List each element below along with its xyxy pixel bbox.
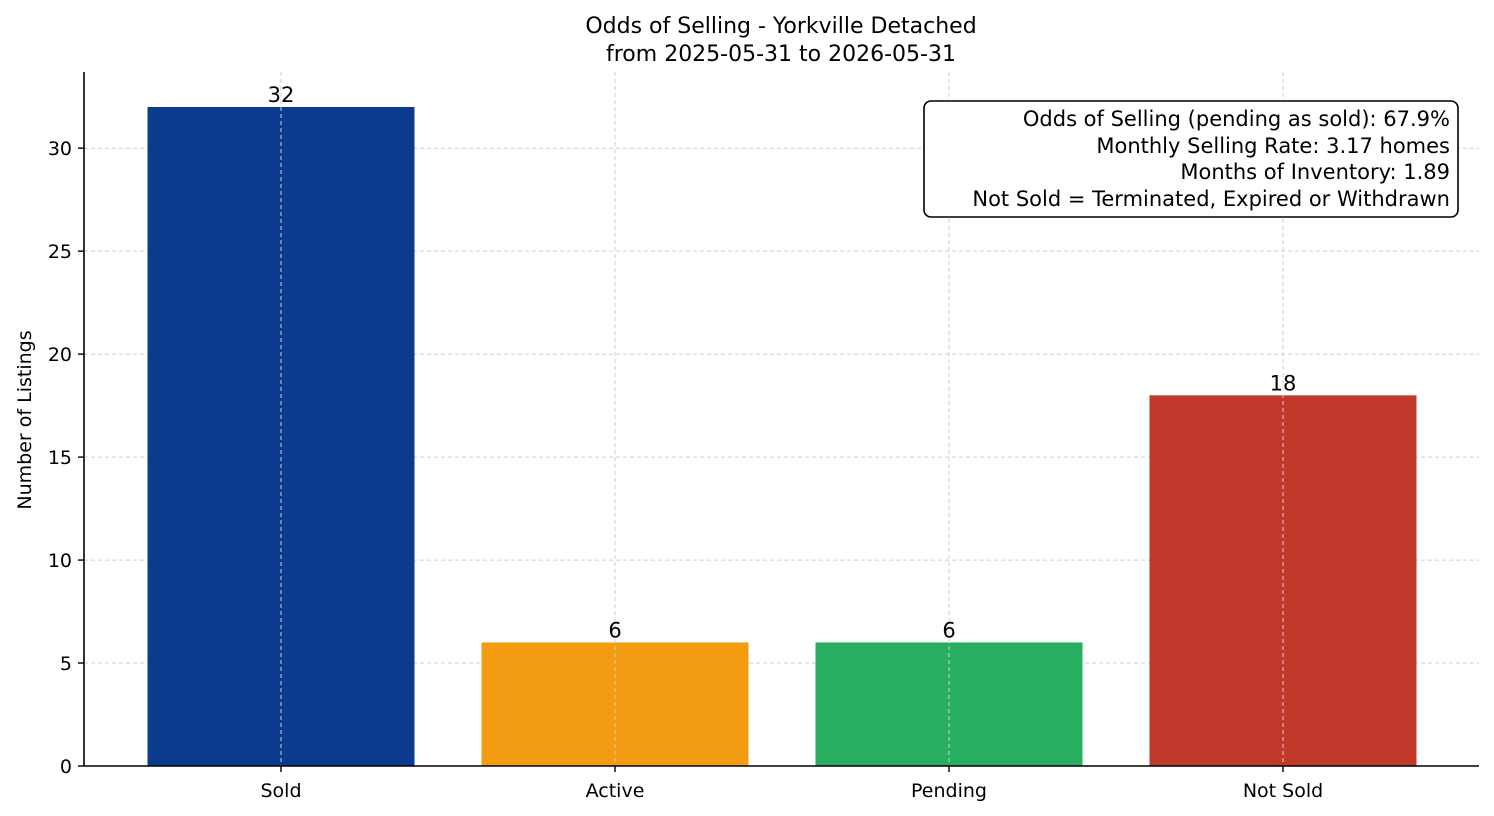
y-axis-label: Number of Listings [14, 330, 36, 509]
x-tick-label-active: Active [586, 780, 645, 802]
info-line-not-sold-definition: Not Sold = Terminated, Expired or Withdr… [972, 187, 1450, 211]
y-axis-ticks: 0 5 10 15 20 25 30 [48, 138, 84, 778]
chart-title-line2: from 2025-05-31 to 2026-05-31 [606, 42, 956, 67]
y-tick-label: 10 [48, 550, 72, 572]
y-tick-label: 20 [48, 344, 72, 366]
y-tick-label: 30 [48, 138, 72, 160]
x-tick-label-not-sold: Not Sold [1243, 780, 1323, 802]
chart-title-line1: Odds of Selling - Yorkville Detached [585, 14, 976, 39]
info-box-frame [923, 100, 1459, 218]
data-label-not-sold: 18 [1270, 371, 1297, 395]
data-label-active: 6 [608, 618, 621, 642]
info-line-odds: Odds of Selling (pending as sold): 67.9% [1023, 107, 1450, 131]
x-tick-label-pending: Pending [911, 780, 987, 802]
x-axis-ticks: Sold Active Pending Not Sold [260, 766, 1323, 802]
info-line-rate: Monthly Selling Rate: 3.17 homes [1096, 134, 1450, 158]
y-tick-label: 15 [48, 447, 72, 469]
y-tick-label: 25 [48, 241, 72, 263]
y-tick-label: 5 [60, 653, 72, 675]
info-box: Odds of Selling (pending as sold): 67.9%… [923, 100, 1459, 218]
data-label-sold: 32 [268, 83, 295, 107]
data-label-pending: 6 [942, 618, 955, 642]
y-tick-label: 0 [60, 756, 72, 778]
x-tick-label-sold: Sold [260, 780, 301, 802]
data-labels: 32 6 6 18 [268, 83, 1297, 642]
info-line-inventory: Months of Inventory: 1.89 [1180, 160, 1450, 184]
